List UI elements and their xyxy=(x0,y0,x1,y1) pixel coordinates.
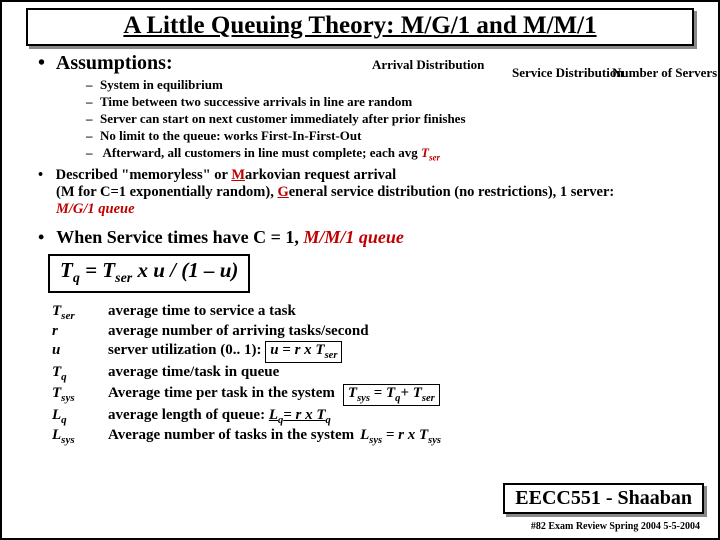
title-box: A Little Queuing Theory: M/G/1 and M/M/1 xyxy=(26,8,694,46)
list-item: –Server can start on next customer immed… xyxy=(86,111,698,127)
assumptions-heading: • Assumptions: xyxy=(38,52,698,75)
description-block: • Described "memoryless" or Markovian re… xyxy=(56,167,698,219)
def-row: Lq average length of queue: Lq= r x Tq xyxy=(52,407,698,426)
inline-eq: Lsys = r x Tsys xyxy=(360,427,441,446)
formula-box: Tq = Tser x u / (1 – u) xyxy=(48,254,250,293)
def-row: Tq average time/task in queue xyxy=(52,364,698,383)
def-symbol: u xyxy=(52,342,108,359)
tser-symbol: Tser xyxy=(421,145,440,160)
def-text: average number of arriving tasks/second xyxy=(108,323,369,340)
def-text: server utilization (0.. 1): u = r x Tser xyxy=(108,341,342,363)
def-symbol: Tsys xyxy=(52,385,108,404)
def-row: r average number of arriving tasks/secon… xyxy=(52,323,698,340)
slide-title: A Little Queuing Theory: M/G/1 and M/M/1 xyxy=(123,12,596,39)
def-row: Tsys Average time per task in the system… xyxy=(52,384,698,406)
formula-rest: x u / (1 – u) xyxy=(138,258,239,282)
slide: A Little Queuing Theory: M/G/1 and M/M/1… xyxy=(0,0,720,540)
desc-text: eneral service distribution (no restrict… xyxy=(289,184,615,200)
footer-note: #82 Exam Review Spring 2004 5-5-2004 xyxy=(531,521,700,532)
list-item: – Afterward, all customers in line must … xyxy=(86,145,698,163)
def-text: Average number of tasks in the system xyxy=(108,427,360,444)
list-item: –No limit to the queue: works First-In-F… xyxy=(86,128,698,144)
content-area: • Assumptions: –System in equilibrium –T… xyxy=(38,52,698,447)
formula-sym: T xyxy=(60,258,73,282)
underline-eq: Lq= r x Tq xyxy=(269,407,331,423)
def-text: average time/task in queue xyxy=(108,364,279,381)
boxed-eq: Tsys = Tq+ Tser xyxy=(343,384,440,406)
def-symbol: r xyxy=(52,323,108,340)
list-item: –Time between two successive arrivals in… xyxy=(86,94,698,110)
mm1-heading: • When Service times have C = 1, M/M/1 q… xyxy=(38,227,698,248)
assumptions-label: Assumptions: xyxy=(56,52,173,74)
desc-text: Described "memoryless" or xyxy=(56,167,232,183)
formula-eq: = xyxy=(85,258,102,282)
def-text: average length of queue: Lq= r x Tq xyxy=(108,407,331,426)
def-row: Lsys Average number of tasks in the syst… xyxy=(52,427,698,446)
desc-red-m: M xyxy=(231,167,245,183)
desc-red-g: G xyxy=(277,184,288,200)
desc-text: (M for C=1 exponentially random), xyxy=(56,184,277,200)
formula-sym: T xyxy=(102,258,115,282)
boxed-eq: u = r x Tser xyxy=(265,341,342,363)
mm1-text: When Service times have C = 1, xyxy=(56,227,303,247)
def-symbol: Tser xyxy=(52,303,108,322)
mg1-label: M/G/1 queue xyxy=(56,201,135,217)
formula-sub: q xyxy=(73,271,80,286)
list-item: –System in equilibrium xyxy=(86,77,698,93)
desc-text: arkovian request arrival xyxy=(245,167,396,183)
formula-sub: ser xyxy=(115,271,132,286)
footer-box: EECC551 - Shaaban xyxy=(503,483,704,514)
definitions-block: Tser average time to service a task r av… xyxy=(52,303,698,446)
def-text: Average time per task in the system xyxy=(108,385,343,402)
assumption-text: Afterward, all customers in line must co… xyxy=(103,145,421,160)
def-text: average time to service a task xyxy=(108,303,296,320)
def-row: Tser average time to service a task xyxy=(52,303,698,322)
assumption-text: No limit to the queue: works First-In-Fi… xyxy=(100,128,361,143)
assumption-text: Server can start on next customer immedi… xyxy=(100,111,466,126)
assumption-text: Time between two successive arrivals in … xyxy=(100,94,412,109)
bullet-dot: • xyxy=(38,52,52,75)
def-symbol: Tq xyxy=(52,364,108,383)
def-row: u server utilization (0.. 1): u = r x Ts… xyxy=(52,341,698,363)
assumption-text: System in equilibrium xyxy=(100,77,223,92)
def-symbol: Lq xyxy=(52,407,108,426)
footer-text: EECC551 - Shaaban xyxy=(515,487,692,509)
def-symbol: Lsys xyxy=(52,427,108,446)
assumption-list: –System in equilibrium –Time between two… xyxy=(86,77,698,163)
mm1-label: M/M/1 queue xyxy=(303,227,404,247)
